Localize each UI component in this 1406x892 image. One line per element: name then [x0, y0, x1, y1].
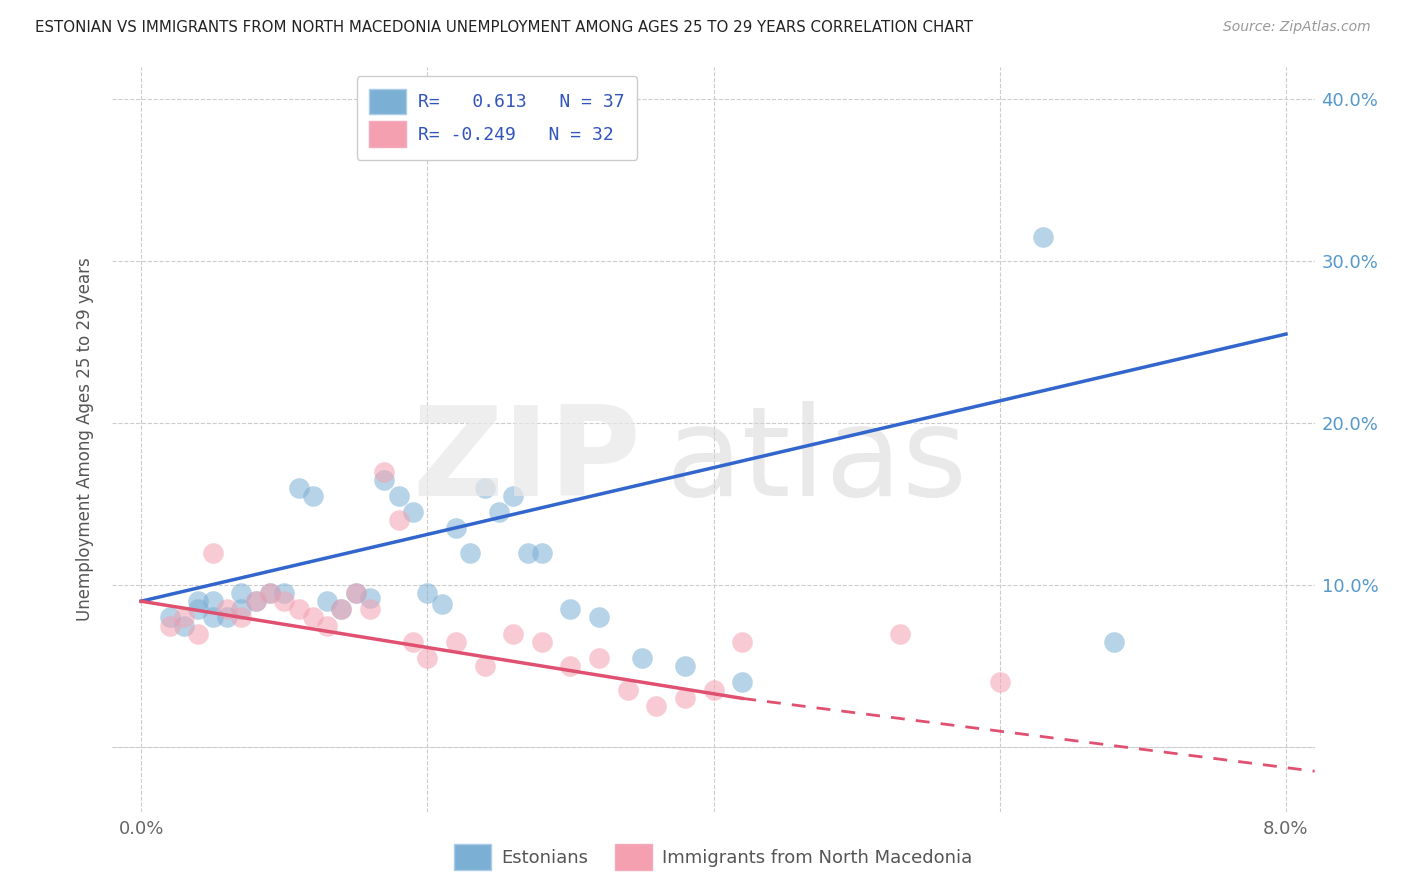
Point — [474, 481, 496, 495]
Point — [301, 610, 323, 624]
Point — [502, 626, 524, 640]
Point — [588, 651, 610, 665]
Point — [402, 505, 425, 519]
Point — [301, 489, 323, 503]
Text: ZIP: ZIP — [413, 401, 641, 522]
Point — [673, 691, 696, 706]
Point — [273, 586, 295, 600]
Point — [231, 602, 253, 616]
Point — [273, 594, 295, 608]
Point — [702, 683, 725, 698]
Point — [416, 651, 439, 665]
Legend: Estonians, Immigrants from North Macedonia: Estonians, Immigrants from North Macedon… — [447, 838, 980, 877]
Point — [215, 610, 238, 624]
Point — [215, 602, 238, 616]
Point — [287, 481, 309, 495]
Point — [731, 675, 754, 690]
Point — [159, 618, 181, 632]
Point — [259, 586, 281, 600]
Point — [187, 602, 209, 616]
Point — [373, 473, 395, 487]
Point — [673, 659, 696, 673]
Point — [889, 626, 911, 640]
Point — [159, 610, 181, 624]
Point — [731, 634, 754, 648]
Point — [359, 591, 381, 605]
Point — [588, 610, 610, 624]
Point — [373, 465, 395, 479]
Point — [631, 651, 654, 665]
Point — [173, 618, 195, 632]
Point — [344, 586, 367, 600]
Point — [444, 634, 467, 648]
Point — [187, 594, 209, 608]
Point — [359, 602, 381, 616]
Point — [330, 602, 353, 616]
Point — [430, 598, 453, 612]
Point — [287, 602, 309, 616]
Point — [388, 513, 411, 527]
Point — [259, 586, 281, 600]
Point — [187, 626, 209, 640]
Point — [344, 586, 367, 600]
Point — [402, 634, 425, 648]
Point — [388, 489, 411, 503]
Point — [458, 546, 481, 560]
Point — [530, 546, 553, 560]
Point — [444, 521, 467, 535]
Point — [530, 634, 553, 648]
Point — [560, 659, 582, 673]
Point — [645, 699, 668, 714]
Point — [1102, 634, 1125, 648]
Point — [988, 675, 1011, 690]
Point — [502, 489, 524, 503]
Point — [201, 594, 224, 608]
Point — [474, 659, 496, 673]
Point — [245, 594, 267, 608]
Point — [616, 683, 638, 698]
Point — [231, 586, 253, 600]
Text: atlas: atlas — [665, 401, 967, 522]
Point — [201, 610, 224, 624]
Text: ESTONIAN VS IMMIGRANTS FROM NORTH MACEDONIA UNEMPLOYMENT AMONG AGES 25 TO 29 YEA: ESTONIAN VS IMMIGRANTS FROM NORTH MACEDO… — [35, 20, 973, 35]
Point — [1032, 230, 1054, 244]
Text: Source: ZipAtlas.com: Source: ZipAtlas.com — [1223, 20, 1371, 34]
Y-axis label: Unemployment Among Ages 25 to 29 years: Unemployment Among Ages 25 to 29 years — [76, 258, 94, 621]
Point — [173, 610, 195, 624]
Point — [316, 618, 339, 632]
Point — [516, 546, 538, 560]
Point — [231, 610, 253, 624]
Point — [416, 586, 439, 600]
Point — [488, 505, 510, 519]
Point — [330, 602, 353, 616]
Point — [560, 602, 582, 616]
Point — [201, 546, 224, 560]
Point — [245, 594, 267, 608]
Point — [316, 594, 339, 608]
